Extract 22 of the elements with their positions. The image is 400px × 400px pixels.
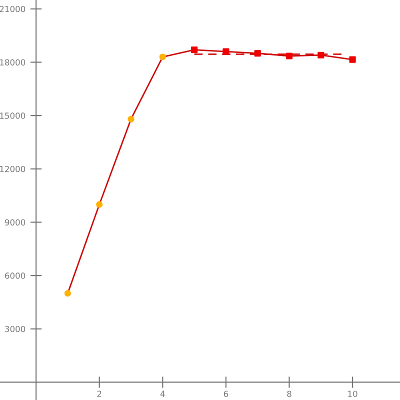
y-tick-label: 6000 xyxy=(5,272,26,279)
x-tick-label: 2 xyxy=(97,390,102,397)
point xyxy=(318,52,324,58)
point xyxy=(191,46,198,54)
y-tick-label: 18000 xyxy=(0,59,26,66)
point xyxy=(128,116,134,122)
y-tick-label: 12000 xyxy=(0,166,26,172)
point xyxy=(349,56,356,63)
y-tick-label: 9000 xyxy=(4,219,26,226)
point xyxy=(64,290,72,297)
x-tick-label: 6 xyxy=(224,390,228,398)
x-tick-label: 8 xyxy=(287,390,292,398)
x-tick-label: 10 xyxy=(348,390,358,398)
y-tick-label: 21000 xyxy=(0,6,26,12)
point xyxy=(96,201,103,208)
point xyxy=(286,52,293,60)
y-tick-label: 3000 xyxy=(5,326,26,332)
point xyxy=(159,54,166,60)
x-tick-label: 4 xyxy=(160,390,165,397)
y-tick-label: 15000 xyxy=(0,112,26,119)
point xyxy=(254,50,261,57)
point xyxy=(222,48,230,55)
